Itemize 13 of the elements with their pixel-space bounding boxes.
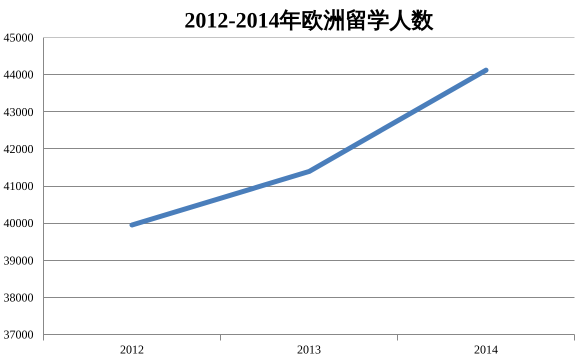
y-tick-label: 39000 — [4, 253, 34, 268]
y-tick-label: 41000 — [4, 179, 34, 193]
y-tick-label: 42000 — [4, 142, 34, 156]
x-tick-label: 2012 — [120, 342, 144, 356]
y-tick-label: 45000 — [4, 30, 34, 44]
y-tick-label: 43000 — [4, 104, 34, 119]
y-tick-label: 38000 — [4, 290, 34, 304]
y-tick-label: 37000 — [4, 328, 34, 342]
y-tick-label: 44000 — [4, 68, 34, 82]
x-tick-label: 2013 — [297, 342, 321, 356]
y-tick-label: 40000 — [4, 216, 34, 230]
chart-title: 2012-2014年欧洲留学人数 — [184, 8, 435, 32]
x-tick-label: 2014 — [474, 342, 498, 356]
